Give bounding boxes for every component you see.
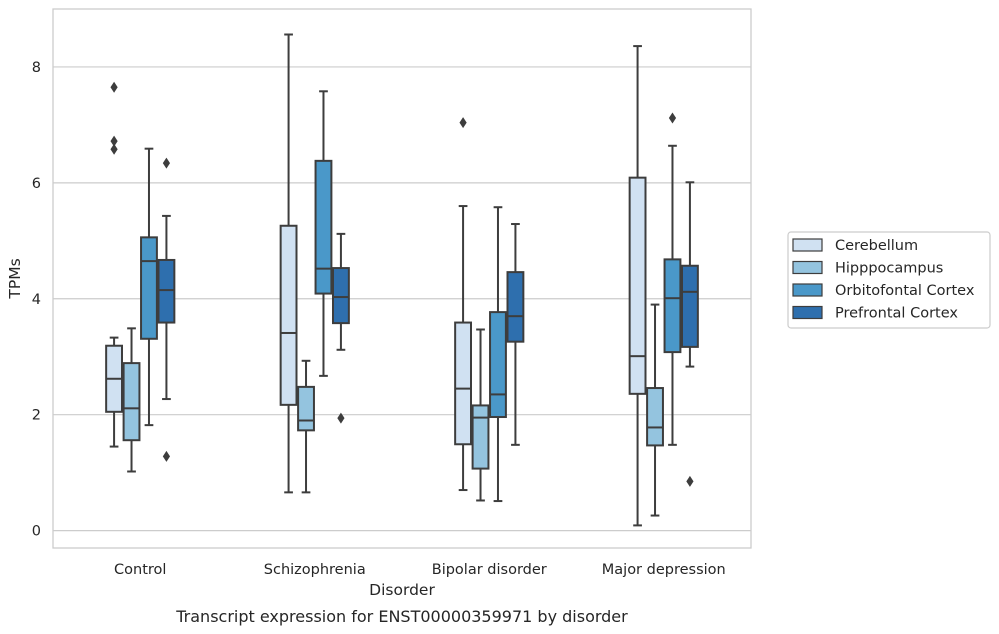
box-body [279, 224, 298, 406]
plot-frame [52, 8, 752, 549]
x-axis-ticks: Control Schizophrenia Bipolar disorder Majo… [114, 562, 726, 578]
y-axis-label: TPMs [6, 258, 24, 299]
box-hipppocampus [646, 303, 664, 517]
box-hipppocampus [471, 328, 490, 502]
outlier-point [337, 412, 345, 424]
boxes [105, 33, 699, 527]
legend-label: Orbitofontal Cortex [835, 283, 975, 299]
x-tick-label: Control [114, 562, 166, 578]
box-body [681, 264, 699, 348]
box-hipppocampus [122, 327, 141, 473]
box-body [506, 271, 525, 343]
box-body [489, 311, 507, 419]
y-tick-label: 6 [32, 176, 41, 192]
outlier-point [686, 475, 694, 487]
legend-swatch [792, 238, 823, 252]
legend-swatch [792, 283, 823, 297]
box-body [454, 321, 472, 446]
box-orbitofontal-cortex [663, 112, 682, 446]
legend-label: Hipppocampus [835, 261, 943, 277]
x-tick-label: Major depression [602, 562, 726, 578]
y-tick-label: 8 [32, 60, 41, 76]
box-body [471, 404, 490, 470]
box-hipppocampus [297, 359, 315, 494]
box-body [628, 176, 647, 395]
x-tick-label: Bipolar disorder [432, 562, 547, 578]
box-prefrontal-cortex [332, 232, 350, 424]
legend-label: Cerebellum [835, 238, 918, 254]
box-cerebellum [628, 45, 647, 527]
legend-swatch [792, 305, 823, 320]
y-tick-label: 4 [32, 292, 41, 308]
y-tick-label: 0 [32, 524, 41, 540]
outlier-point [459, 117, 467, 129]
x-tick-label: Schizophrenia [264, 562, 366, 578]
outlier-point [110, 81, 118, 93]
legend: Cerebellum Hipppocampus Orbitofontal Corte… [787, 231, 991, 329]
box-body [646, 387, 664, 447]
legend-swatch [792, 260, 823, 275]
x-axis-label: Disorder [369, 581, 435, 599]
y-axis-ticks: 0 2 4 6 8 [32, 60, 41, 540]
box-body [122, 362, 141, 442]
outlier-point [162, 450, 171, 462]
box-prefrontal-cortex [506, 223, 525, 446]
box-body [157, 258, 176, 324]
box-body [297, 385, 315, 432]
box-prefrontal-cortex [681, 181, 699, 487]
box-orbitofontal-cortex [140, 147, 158, 427]
box-prefrontal-cortex [157, 157, 176, 462]
box-orbitofontal-cortex [314, 90, 333, 377]
chart-caption: Transcript expression for ENST0000035997… [175, 607, 628, 626]
box-cerebellum [105, 81, 124, 448]
box-body [332, 267, 350, 325]
outlier-point [668, 112, 677, 124]
box-orbitofontal-cortex [489, 206, 507, 503]
outlier-point [162, 157, 171, 169]
y-tick-label: 2 [32, 408, 41, 424]
box-body [663, 258, 682, 354]
box-cerebellum [279, 33, 298, 494]
box-body [314, 159, 333, 295]
outlier-point [110, 143, 118, 155]
box-cerebellum [454, 117, 472, 492]
legend-label: Prefrontal Cortex [835, 306, 958, 322]
outlier-point [110, 135, 118, 147]
box-body [140, 236, 158, 340]
legend-frame [787, 231, 991, 329]
